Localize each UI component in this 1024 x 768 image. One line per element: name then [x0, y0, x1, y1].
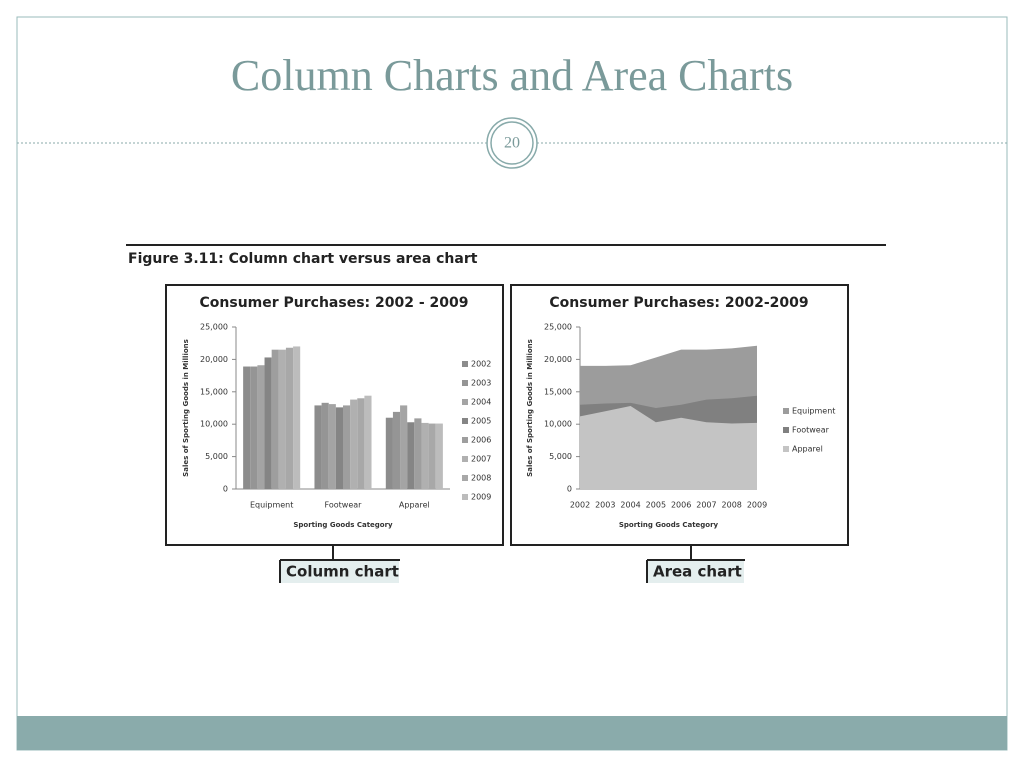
legend-swatch: [462, 437, 468, 443]
bar: [293, 346, 301, 489]
legend-swatch: [783, 427, 789, 433]
y-axis-label: Sales of Sporting Goods in Millions: [182, 339, 190, 477]
bar: [250, 366, 258, 489]
legend-label: 2008: [471, 474, 491, 483]
y-tick-label: 10,000: [200, 420, 228, 429]
bar: [335, 407, 343, 489]
callout-label: Area chart: [653, 563, 742, 581]
bar: [257, 365, 265, 489]
bar: [328, 404, 336, 489]
y-tick-label: 20,000: [200, 355, 228, 364]
legend-swatch: [462, 380, 468, 386]
chart-title: Consumer Purchases: 2002 - 2009: [200, 295, 469, 311]
y-tick-label: 25,000: [544, 323, 572, 332]
y-tick-label: 0: [567, 485, 572, 494]
figure-caption: Figure 3.11: Column chart versus area ch…: [128, 251, 478, 267]
bar: [364, 395, 372, 489]
footer-band: [17, 716, 1007, 750]
legend-swatch: [462, 494, 468, 500]
callout-box: [281, 561, 399, 583]
slide-title: Column Charts and Area Charts: [231, 51, 793, 100]
y-tick-label: 10,000: [544, 420, 572, 429]
bar: [343, 405, 351, 489]
y-tick-label: 20,000: [544, 355, 572, 364]
page-badge-inner: [490, 121, 534, 165]
y-tick-label: 15,000: [544, 387, 572, 396]
bar: [285, 347, 294, 489]
bar: [428, 423, 436, 489]
x-tick-label: 2002: [570, 501, 590, 510]
legend-label: 2004: [471, 398, 491, 407]
legend-swatch: [462, 399, 468, 405]
chart-title: Consumer Purchases: 2002-2009: [549, 295, 808, 311]
bar: [278, 349, 286, 489]
bar: [400, 405, 408, 489]
legend-swatch: [462, 456, 468, 462]
legend-label: 2009: [471, 493, 491, 502]
legend-label: 2003: [471, 379, 491, 388]
legend-label: Footwear: [792, 426, 830, 435]
x-tick-label: 2005: [646, 501, 666, 510]
bar: [314, 405, 322, 489]
bar: [435, 423, 443, 489]
y-tick-label: 0: [223, 485, 228, 494]
y-tick-label: 5,000: [205, 452, 228, 461]
callout-lines: [279, 545, 745, 583]
callout-box: [648, 561, 744, 583]
legend-swatch: [783, 408, 789, 414]
x-tick-label: 2008: [722, 501, 742, 510]
legend-label: 2005: [471, 417, 491, 426]
legend-label: 2006: [471, 436, 491, 445]
legend-swatch: [462, 418, 468, 424]
x-axis-label: Sporting Goods Category: [293, 521, 393, 529]
bar: [385, 417, 393, 489]
x-tick-label: 2006: [671, 501, 691, 510]
x-tick-label: Footwear: [325, 501, 363, 510]
bar: [321, 402, 329, 489]
x-tick-label: 2007: [696, 501, 716, 510]
bar: [350, 399, 358, 489]
y-axis-label: Sales of Sporting Goods in Millions: [526, 339, 534, 477]
x-tick-label: Apparel: [399, 501, 430, 510]
x-tick-label: 2009: [747, 501, 767, 510]
bar: [264, 357, 272, 489]
x-tick-label: 2003: [595, 501, 615, 510]
bar: [357, 398, 365, 489]
y-tick-label: 15,000: [200, 387, 228, 396]
legend-label: Apparel: [792, 445, 823, 454]
bar: [414, 418, 422, 489]
callout-label: Column chart: [286, 563, 399, 581]
legend-swatch: [462, 361, 468, 367]
legend-label: Equipment: [792, 407, 835, 416]
bar: [407, 422, 415, 489]
x-axis-label: Sporting Goods Category: [619, 521, 719, 529]
legend-label: 2002: [471, 360, 491, 369]
y-tick-label: 25,000: [200, 323, 228, 332]
x-tick-label: 2004: [620, 501, 640, 510]
area: [580, 406, 757, 489]
legend-swatch: [462, 475, 468, 481]
y-tick-label: 5,000: [549, 452, 572, 461]
bar: [243, 366, 251, 489]
bar: [392, 411, 401, 489]
legend-swatch: [783, 446, 789, 452]
page-number: 20: [504, 135, 520, 152]
bar: [421, 422, 429, 489]
legend-label: 2007: [471, 455, 491, 464]
x-tick-label: Equipment: [250, 501, 293, 510]
bar: [271, 349, 279, 489]
